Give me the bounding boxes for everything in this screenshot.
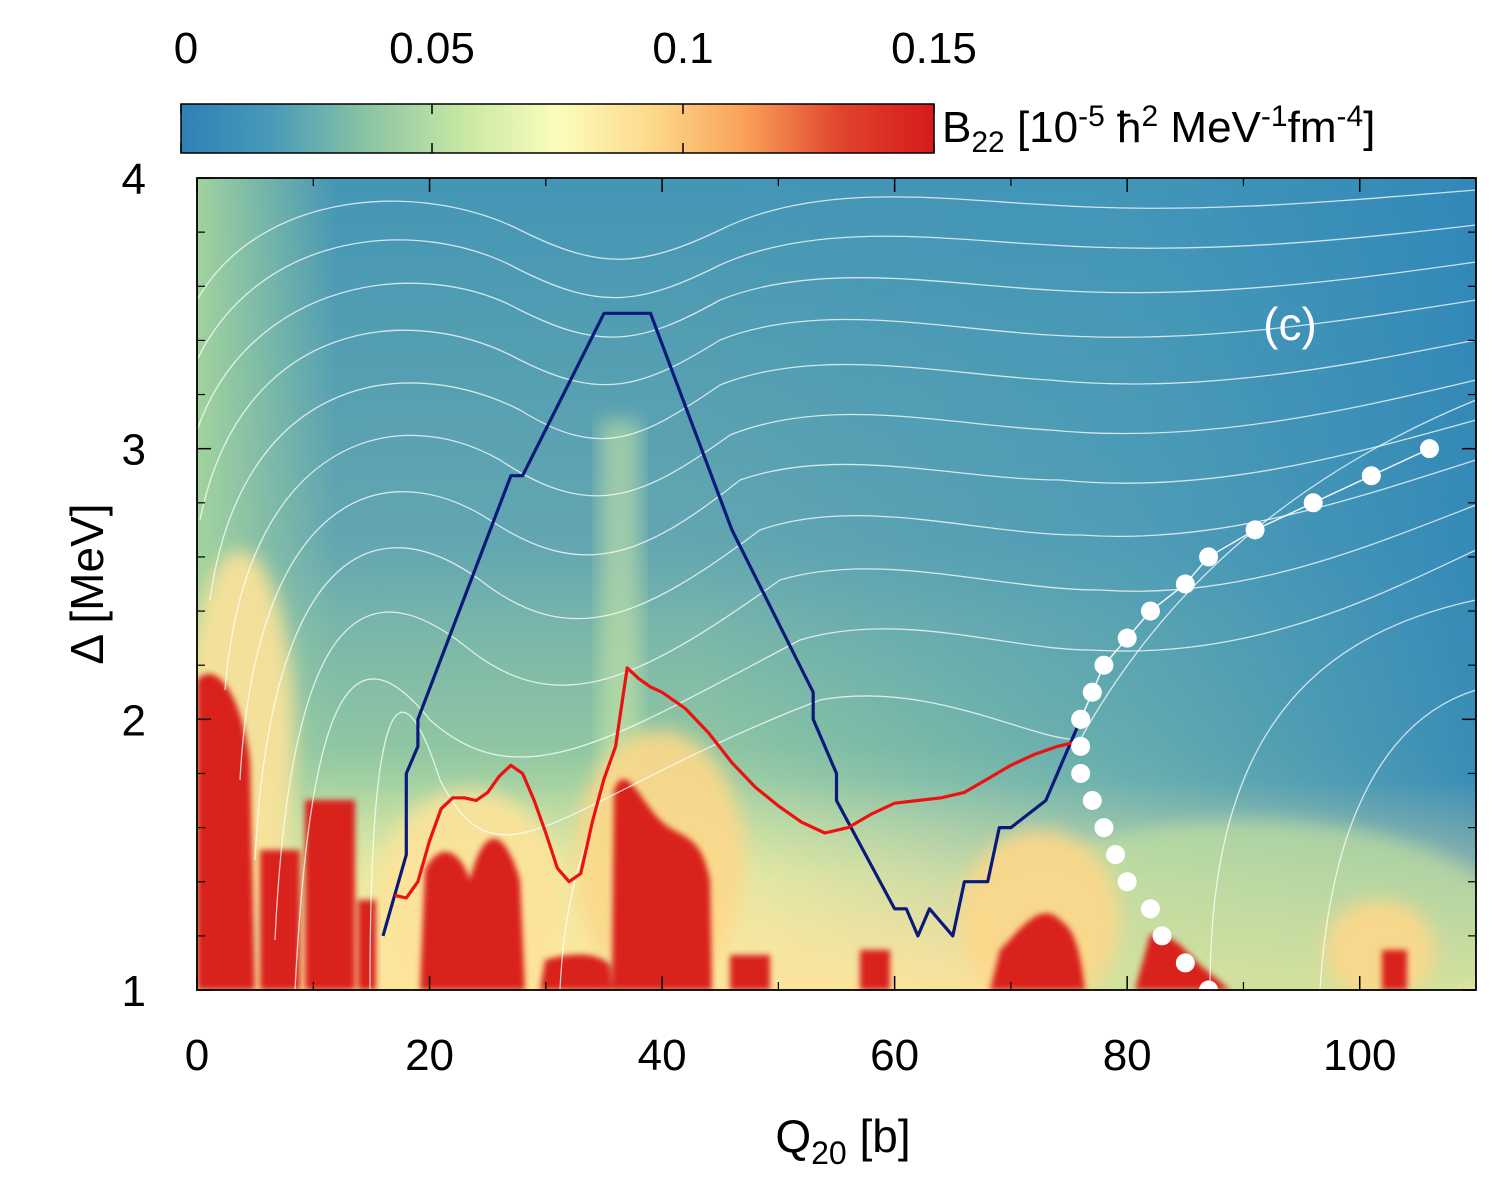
series-line-red	[394, 666, 1082, 900]
x-tick-label: 40	[638, 1031, 687, 1080]
x-axis-label: Q20 [b]	[775, 1110, 910, 1171]
y-tick-label: 2	[122, 696, 146, 745]
series-layer	[381, 311, 1439, 990]
colorbar: 0 0.05 0.1 0.15 B22 [10-5 ħ2 MeV-1fm-4]	[174, 24, 1376, 159]
colorbar-label: B22 [10-5 ħ2 MeV-1fm-4]	[942, 100, 1375, 159]
white-dot	[1245, 520, 1265, 540]
white-dot	[1082, 682, 1102, 702]
colorbar-gradient	[180, 103, 935, 154]
white-dot	[1419, 439, 1439, 459]
panel-label: (c)	[1263, 298, 1317, 350]
y-tick-label: 4	[122, 155, 146, 204]
white-dot	[1199, 547, 1219, 567]
contour-lines	[197, 189, 1476, 990]
white-dot	[1071, 763, 1091, 783]
white-dot	[1199, 980, 1219, 990]
colorbar-tick-label: 0.05	[389, 24, 475, 73]
colorbar-tick-label: 0.1	[652, 24, 713, 73]
white-dot	[1117, 872, 1137, 892]
series-white-dots	[1071, 439, 1439, 990]
white-dot	[1071, 736, 1091, 756]
x-tick-label: 20	[405, 1031, 454, 1080]
white-dot	[1082, 791, 1102, 811]
white-dot	[1303, 493, 1323, 513]
white-dot	[1140, 601, 1160, 621]
heatmap	[197, 178, 1476, 990]
y-axis-ticks: 1 2 3 4	[122, 155, 1476, 1016]
x-tick-label: 60	[870, 1031, 919, 1080]
white-dot	[1361, 466, 1381, 486]
x-tick-label: 100	[1323, 1031, 1396, 1080]
colorbar-tick-label: 0.15	[891, 24, 977, 73]
white-dot	[1117, 628, 1137, 648]
white-dot	[1106, 845, 1126, 865]
series-line-blue	[381, 311, 1083, 938]
white-dot	[1152, 926, 1172, 946]
x-tick-label: 80	[1103, 1031, 1152, 1080]
white-dot	[1175, 953, 1195, 973]
plot-frame	[196, 177, 1477, 991]
x-axis-ticks: 0 20 40 60 80 100	[185, 178, 1396, 1080]
white-dot	[1094, 655, 1114, 675]
y-axis-label: Δ [MeV]	[61, 503, 113, 664]
y-tick-label: 3	[122, 426, 146, 475]
white-dot	[1140, 899, 1160, 919]
y-tick-label: 1	[122, 967, 146, 1016]
colorbar-tick-label: 0	[174, 24, 198, 73]
white-dot	[1071, 709, 1091, 729]
white-dot	[1094, 818, 1114, 838]
white-dot	[1175, 574, 1195, 594]
x-tick-label: 0	[185, 1031, 209, 1080]
colorbar-ticks: 0 0.05 0.1 0.15	[174, 24, 977, 153]
